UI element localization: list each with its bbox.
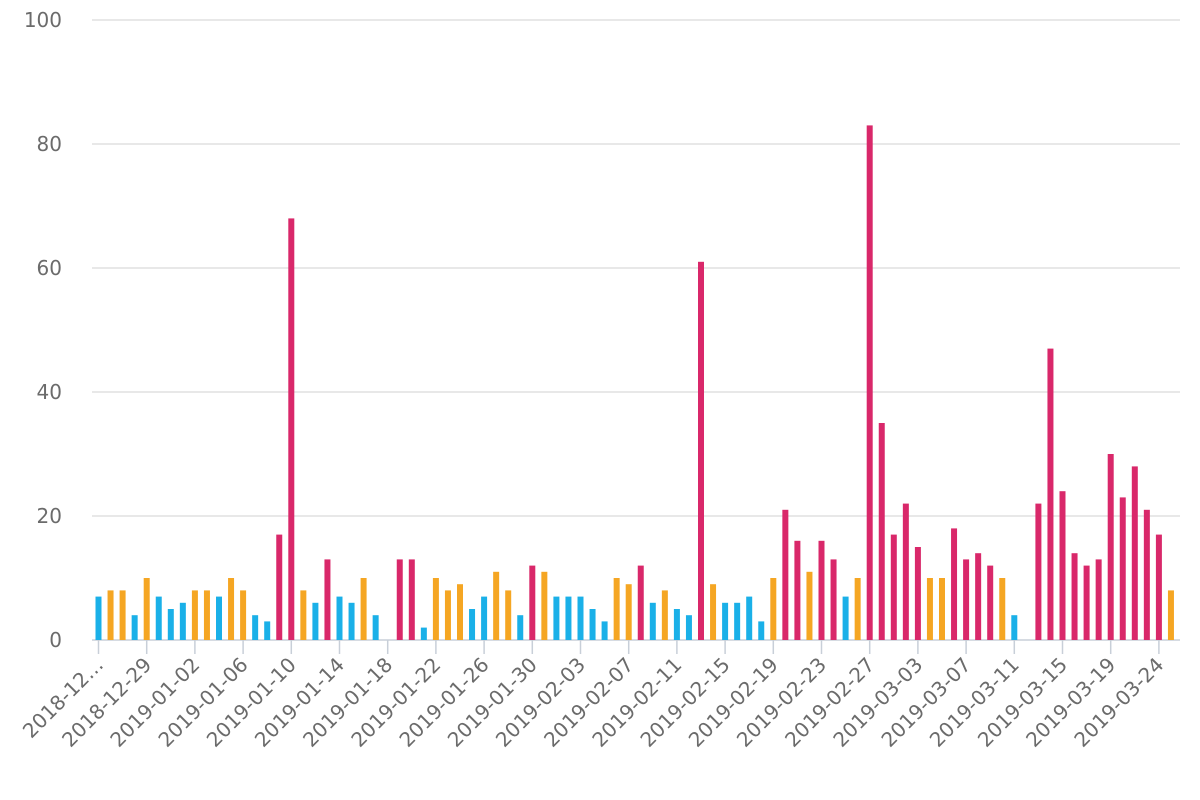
bar	[95, 596, 102, 640]
bar	[252, 615, 259, 640]
bar	[1095, 559, 1102, 640]
bar	[601, 621, 608, 640]
bar	[685, 615, 692, 640]
bar	[264, 621, 271, 640]
bar	[975, 553, 982, 640]
bar	[987, 565, 994, 640]
bar	[914, 547, 921, 640]
bar	[1155, 534, 1162, 640]
y-tick-label: 100	[24, 8, 62, 32]
bar	[493, 571, 500, 640]
y-tick-label: 0	[49, 628, 62, 652]
bar	[806, 571, 813, 640]
bar	[396, 559, 403, 640]
y-tick-label: 60	[37, 256, 62, 280]
bar	[469, 609, 476, 640]
bar	[1107, 454, 1114, 640]
bar	[613, 578, 620, 640]
bar	[432, 578, 439, 640]
bar	[866, 125, 873, 640]
bar	[577, 596, 584, 640]
bar	[1011, 615, 1018, 640]
bar	[649, 602, 656, 640]
bar	[131, 615, 138, 640]
bar	[408, 559, 415, 640]
bar	[589, 609, 596, 640]
bar	[1119, 497, 1126, 640]
bar	[107, 590, 114, 640]
bar	[517, 615, 524, 640]
bar	[758, 621, 765, 640]
bar	[553, 596, 560, 640]
bar	[1083, 565, 1090, 640]
y-tick-label: 20	[37, 504, 62, 528]
bar	[698, 261, 704, 640]
bar	[794, 540, 801, 640]
y-tick-label: 40	[37, 380, 62, 404]
bar	[939, 578, 945, 640]
bar	[1131, 466, 1138, 640]
bar	[770, 578, 777, 640]
bar	[360, 578, 367, 640]
bar	[312, 602, 319, 640]
bar	[179, 602, 186, 640]
bar	[155, 596, 162, 640]
bar	[926, 578, 933, 640]
bar	[300, 590, 307, 640]
bar	[481, 596, 488, 640]
bar	[191, 590, 198, 640]
bar	[119, 590, 126, 640]
bar	[565, 596, 572, 640]
bar	[902, 503, 909, 640]
bar	[203, 590, 210, 640]
bar	[1059, 491, 1066, 640]
bar	[1035, 503, 1042, 640]
bar	[324, 559, 331, 640]
bar	[746, 596, 753, 640]
bar	[216, 596, 222, 640]
bar	[240, 590, 247, 640]
bar	[457, 584, 463, 640]
bar	[444, 590, 451, 640]
bar	[661, 590, 668, 640]
bar	[782, 509, 789, 640]
bar	[734, 602, 741, 640]
bar	[637, 565, 644, 640]
bar	[372, 615, 379, 640]
bar	[167, 609, 174, 640]
bar	[1071, 553, 1078, 640]
bar	[420, 627, 427, 640]
bar	[722, 602, 729, 640]
bar	[963, 559, 970, 640]
bar	[336, 596, 343, 640]
bar	[999, 578, 1006, 640]
bar	[348, 602, 355, 640]
bar	[951, 528, 958, 640]
bar	[541, 571, 548, 640]
bar	[288, 218, 295, 640]
bar	[890, 534, 897, 640]
bar	[505, 590, 512, 640]
bar	[625, 584, 632, 640]
bar	[228, 578, 235, 640]
bar	[673, 609, 680, 640]
bar	[529, 565, 536, 640]
bar	[842, 596, 849, 640]
bar	[878, 423, 885, 640]
bar	[143, 578, 150, 640]
bar	[830, 559, 837, 640]
bar	[854, 578, 861, 640]
bar	[818, 540, 825, 640]
bar	[710, 584, 717, 640]
y-tick-label: 80	[37, 132, 62, 156]
bar	[1047, 348, 1054, 640]
bar	[276, 534, 283, 640]
bar	[1167, 590, 1174, 640]
bar	[1143, 509, 1150, 640]
